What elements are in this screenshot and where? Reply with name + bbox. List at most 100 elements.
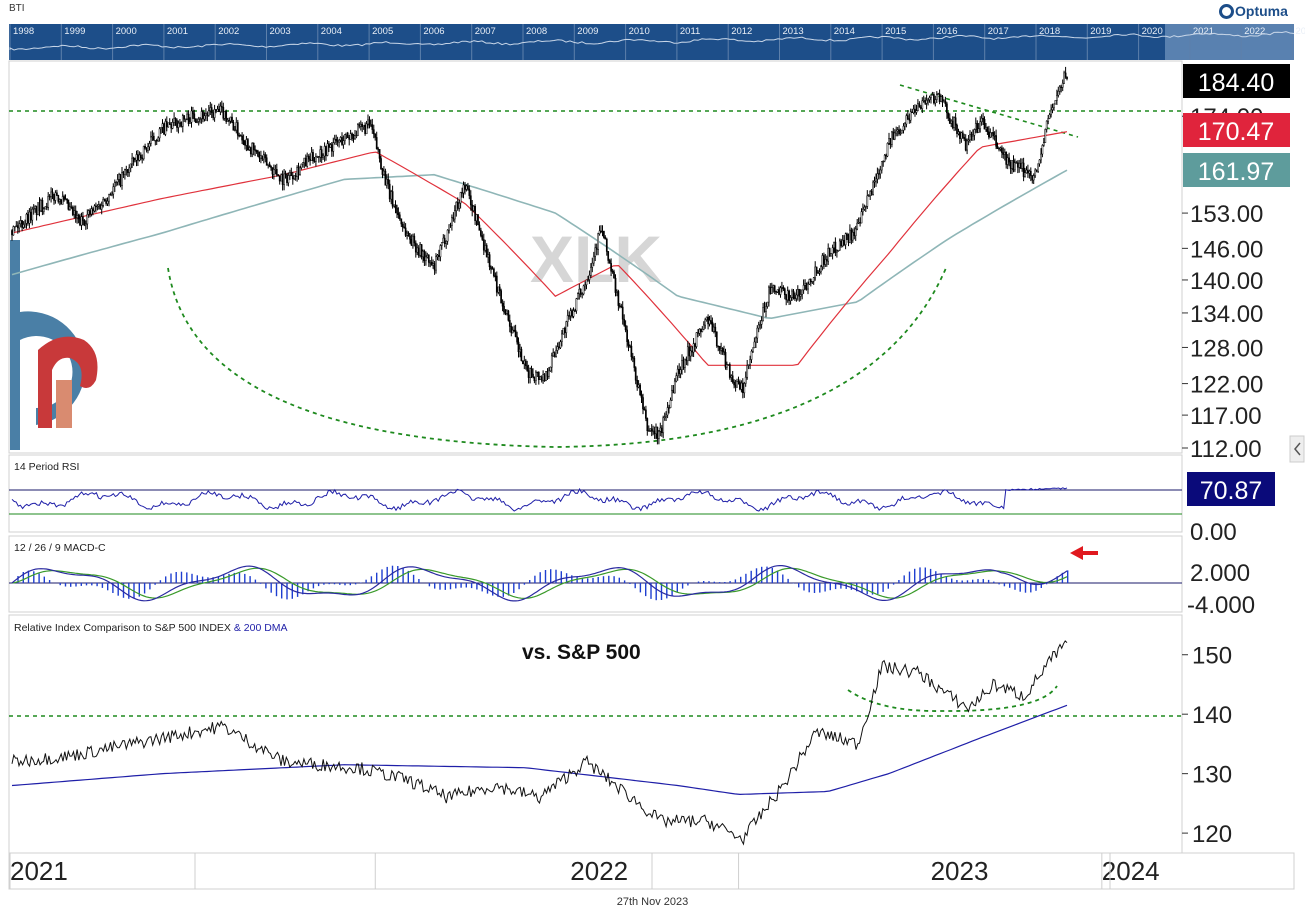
chevron-left-icon[interactable] <box>1294 442 1301 456</box>
price-candle <box>268 161 271 168</box>
price-candle <box>27 210 29 226</box>
price-candle <box>212 109 215 121</box>
macd-histogram-bar <box>972 579 974 583</box>
price-candle <box>410 234 413 246</box>
navigator-strip[interactable] <box>9 24 1294 60</box>
price-candle <box>69 202 71 211</box>
price-candle <box>99 203 102 210</box>
price-candle <box>493 267 495 278</box>
price-candle <box>715 331 718 348</box>
price-candle <box>102 196 105 208</box>
macd-histogram-bar <box>708 581 710 583</box>
price-candle <box>639 383 641 396</box>
price-tick-label: 117.00 <box>1190 403 1262 430</box>
price-candle <box>235 117 238 134</box>
relative-dma-line <box>11 704 1068 796</box>
price-candle <box>480 227 482 238</box>
price-candle <box>145 147 148 153</box>
price-candle <box>546 368 549 380</box>
price-candle <box>232 119 235 131</box>
price-candle <box>70 202 73 210</box>
macd-histogram-bar <box>507 583 510 596</box>
price-candle <box>533 376 536 384</box>
price-candle <box>556 342 559 354</box>
price-candle <box>417 245 420 258</box>
macd-histogram-bar <box>249 576 251 583</box>
price-candle <box>688 342 691 362</box>
price-candle <box>840 238 843 248</box>
price-candle <box>330 142 333 157</box>
price-candle <box>684 358 686 373</box>
price-candle <box>562 327 565 335</box>
macd-histogram-bar <box>1056 576 1058 583</box>
price-candle <box>1032 173 1035 184</box>
ma-long-last-label: 161.97 <box>1183 153 1290 187</box>
price-candle <box>210 103 213 118</box>
price-candle <box>627 339 630 352</box>
price-candle <box>946 101 948 119</box>
cup-base-curve <box>167 267 947 448</box>
price-candle <box>679 366 682 379</box>
price-candle <box>773 284 776 295</box>
price-candle <box>933 92 935 105</box>
navigator-year-label: 2014 <box>834 26 855 37</box>
macd-histogram-bar <box>534 575 536 583</box>
price-candle <box>529 367 531 384</box>
price-candle <box>76 210 78 224</box>
price-candle <box>248 145 251 151</box>
price-candle <box>924 97 927 105</box>
price-candle <box>604 235 607 240</box>
price-candle <box>199 117 201 124</box>
macd-histogram-bar <box>328 583 330 585</box>
price-tick-label: 134.00 <box>1190 301 1263 328</box>
brand-mark-logo <box>10 240 98 450</box>
navigator-years: 1998 1999 2000 2001 2002 2003 2004 2005 2006 2007… <box>9 24 1305 60</box>
price-candle <box>122 170 125 178</box>
rsi-title: 14 Period RSI <box>14 461 79 473</box>
price-candle <box>685 356 688 366</box>
scroll-handle[interactable] <box>1289 435 1305 463</box>
macd-histogram-bar <box>465 583 467 588</box>
price-candle <box>976 120 979 134</box>
price-candle <box>1019 158 1022 169</box>
macd-histogram-bar <box>1045 583 1048 585</box>
navigator-year-label: 2000 <box>116 26 137 37</box>
price-candle <box>111 191 113 197</box>
price-candle <box>930 94 932 104</box>
price-candle <box>161 119 164 133</box>
price-candle <box>60 199 63 205</box>
rsi-panel-frame <box>8 454 1183 533</box>
price-candle <box>1021 158 1023 172</box>
macd-histogram-bar <box>286 583 288 600</box>
macd-histogram-bar <box>212 577 214 583</box>
price-candle <box>92 207 94 216</box>
navigator-window[interactable] <box>1165 24 1294 60</box>
macd-histogram-bar <box>951 578 953 583</box>
price-candle <box>869 190 872 200</box>
macd-histogram-bar <box>186 572 188 583</box>
price-candle <box>423 249 426 266</box>
price-candle <box>833 241 835 254</box>
macd-histogram-bar <box>165 576 167 583</box>
price-candle <box>152 132 155 141</box>
price-candle <box>941 95 944 107</box>
navigator-price-line <box>9 31 1295 51</box>
price-candle <box>630 341 633 361</box>
price-candle <box>882 160 885 167</box>
price-candles <box>11 66 1068 445</box>
macd-red-arrow-icon <box>1070 546 1098 560</box>
macd-histogram-bar <box>761 566 763 583</box>
macd-histogram-bar <box>966 580 969 583</box>
macd-histogram-bar <box>460 583 462 588</box>
price-candle <box>960 131 963 143</box>
price-candle <box>961 130 964 139</box>
price-candle <box>825 255 828 267</box>
navigator-year-label: 2006 <box>423 26 444 37</box>
price-candle <box>1024 167 1026 178</box>
price-candle <box>407 231 410 237</box>
macd-histogram-bar <box>529 580 531 583</box>
macd-histogram-bar <box>138 583 140 597</box>
price-candle <box>338 139 340 148</box>
price-candle <box>131 153 133 168</box>
